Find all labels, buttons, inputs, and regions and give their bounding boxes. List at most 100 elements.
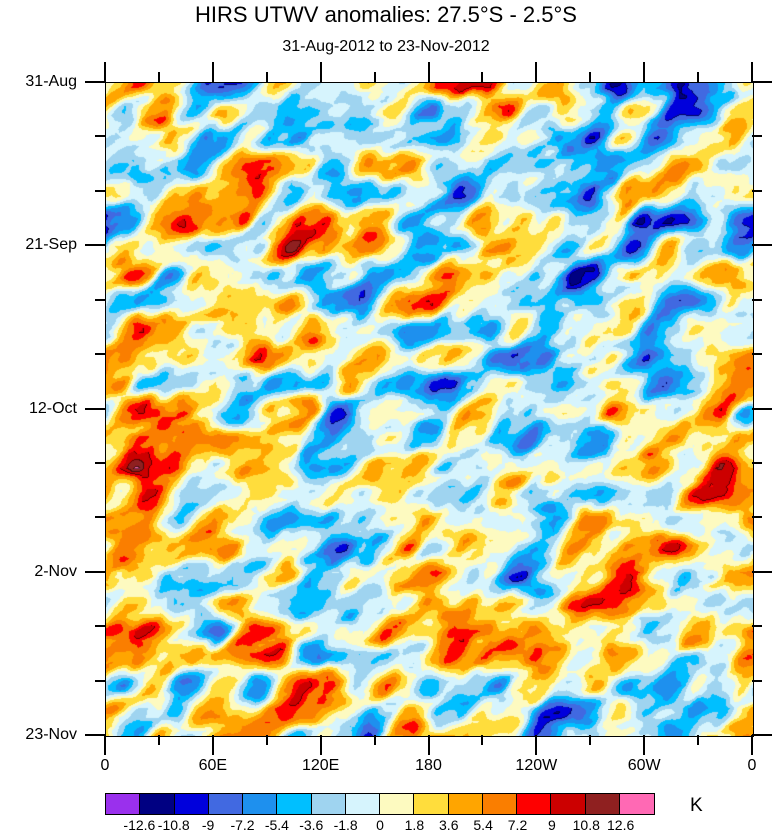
y-major-tick-left xyxy=(85,81,105,83)
x-major-tick-top xyxy=(104,62,106,82)
x-major-tick-bottom xyxy=(535,735,538,755)
y-axis-label-4: 23-Nov xyxy=(25,726,77,743)
colorbar-swatch-5 xyxy=(277,794,312,814)
x-minor-tick-top xyxy=(265,72,268,82)
x-major-tick-bottom xyxy=(751,735,753,755)
colorbar-swatch-11 xyxy=(482,794,517,814)
y-major-tick-left xyxy=(85,570,105,573)
colorbar-swatch-13 xyxy=(551,794,586,814)
y-minor-tick-right xyxy=(752,516,762,519)
x-minor-tick-bottom xyxy=(373,735,376,745)
colorbar-tick-label-6: -1.8 xyxy=(333,817,358,833)
y-axis-label-1: 21-Sep xyxy=(25,236,77,254)
colorbar-tick-label-11: 7.2 xyxy=(507,817,528,833)
colorbar-swatch-9 xyxy=(414,794,449,814)
colorbar-tick-label-14: 12.6 xyxy=(607,817,635,833)
colorbar-swatch-2 xyxy=(174,794,209,814)
y-minor-tick-right xyxy=(752,679,762,682)
x-major-tick-top xyxy=(211,62,214,82)
y-minor-tick-right xyxy=(752,461,762,464)
x-major-tick-bottom xyxy=(319,735,322,755)
x-minor-tick-bottom xyxy=(589,735,592,745)
colorbar-tick-label-10: 5.4 xyxy=(473,817,493,833)
colorbar xyxy=(105,793,655,815)
colorbar-tick-label-9: 3.6 xyxy=(439,817,459,833)
colorbar-swatch-7 xyxy=(345,794,380,814)
colorbar-swatch-12 xyxy=(517,794,552,814)
contour-field-canvas xyxy=(106,83,753,736)
colorbar-tick-label-8: 1.8 xyxy=(404,817,425,833)
colorbar-swatch-0 xyxy=(106,794,141,814)
x-minor-tick-top xyxy=(697,72,700,82)
x-minor-tick-bottom xyxy=(265,735,268,745)
x-major-tick-top xyxy=(535,62,538,82)
y-minor-tick-right xyxy=(752,189,762,192)
y-major-tick-right xyxy=(752,81,772,83)
colorbar-swatch-8 xyxy=(380,794,415,814)
y-minor-tick-right xyxy=(752,135,762,138)
colorbar-tick-label-2: -9 xyxy=(201,817,215,833)
y-major-tick-right xyxy=(752,244,772,247)
x-major-tick-bottom xyxy=(427,735,430,755)
colorbar-tick-label-5: -3.6 xyxy=(299,817,324,833)
x-axis-label-1: 60E xyxy=(198,757,228,774)
y-minor-tick-left xyxy=(95,461,105,464)
colorbar-tick-label-7: 0 xyxy=(376,817,384,833)
y-minor-tick-right xyxy=(752,353,762,356)
y-major-tick-right xyxy=(752,734,772,736)
x-axis-label-0: 0 xyxy=(100,757,110,774)
x-minor-tick-bottom xyxy=(157,735,160,745)
x-minor-tick-top xyxy=(589,72,592,82)
x-major-tick-top xyxy=(427,62,430,82)
hovmoller-plot xyxy=(105,82,754,737)
y-major-tick-right xyxy=(752,570,772,573)
x-minor-tick-top xyxy=(373,72,376,82)
y-minor-tick-left xyxy=(95,189,105,192)
y-minor-tick-right xyxy=(752,298,762,301)
y-minor-tick-left xyxy=(95,625,105,628)
x-major-tick-top xyxy=(643,62,646,82)
colorbar-swatch-1 xyxy=(140,794,175,814)
colorbar-tick-label-13: 10.8 xyxy=(572,817,600,833)
colorbar-swatch-14 xyxy=(585,794,620,814)
y-axis-label-2: 12-Oct xyxy=(28,399,77,417)
x-major-tick-top xyxy=(751,62,753,82)
colorbar-tick-label-4: -5.4 xyxy=(264,817,289,833)
colorbar-tick-label-12: 9 xyxy=(547,817,556,833)
y-minor-tick-left xyxy=(95,135,105,138)
x-minor-tick-top xyxy=(157,72,160,82)
colorbar-tick-label-1: -10.8 xyxy=(157,817,190,833)
x-minor-tick-bottom xyxy=(697,735,700,745)
colorbar-swatch-3 xyxy=(208,794,243,814)
x-axis-label-3: 180 xyxy=(415,757,442,774)
x-axis-label-2: 120E xyxy=(301,757,340,774)
colorbar-tick-label-3: -7.2 xyxy=(230,817,255,833)
x-minor-tick-top xyxy=(481,72,484,82)
y-minor-tick-left xyxy=(95,298,105,301)
chart-subtitle: 31-Aug-2012 to 23-Nov-2012 xyxy=(282,38,490,55)
y-major-tick-left xyxy=(85,734,105,736)
colorbar-swatch-4 xyxy=(243,794,278,814)
colorbar-units-label: K xyxy=(690,795,703,816)
x-major-tick-bottom xyxy=(104,735,106,755)
x-axis-label-4: 120W xyxy=(515,757,558,774)
y-minor-tick-right xyxy=(752,625,762,628)
x-major-tick-bottom xyxy=(211,735,214,755)
y-major-tick-right xyxy=(752,407,772,410)
y-axis-label-0: 31-Aug xyxy=(25,73,77,90)
x-axis-label-6: 0 xyxy=(747,757,757,774)
y-minor-tick-left xyxy=(95,516,105,519)
colorbar-swatch-6 xyxy=(311,794,346,814)
x-minor-tick-bottom xyxy=(481,735,484,745)
x-major-tick-bottom xyxy=(643,735,646,755)
y-minor-tick-left xyxy=(95,353,105,356)
page-title: HIRS UTWV anomalies: 27.5°S - 2.5°S xyxy=(195,2,577,27)
y-major-tick-left xyxy=(85,244,105,247)
colorbar-tick-label-0: -12.6 xyxy=(123,817,156,833)
colorbar-swatch-10 xyxy=(448,794,483,814)
x-axis-label-5: 60W xyxy=(627,757,661,774)
y-axis-label-3: 2-Nov xyxy=(34,562,77,580)
y-minor-tick-left xyxy=(95,679,105,682)
colorbar-swatch-15 xyxy=(619,794,654,814)
